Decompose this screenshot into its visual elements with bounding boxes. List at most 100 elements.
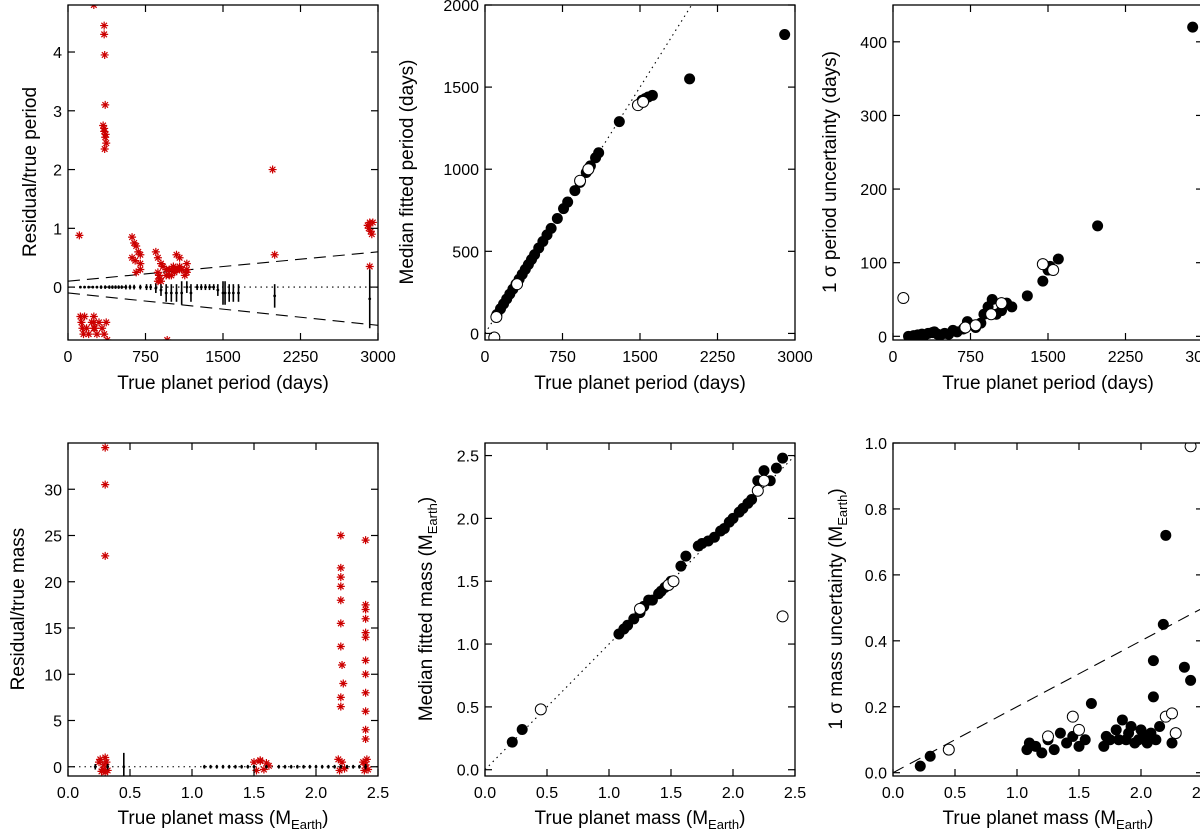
data-point: [87, 285, 91, 289]
y-axis-label-main: 1 σ mass uncertainty (M: [826, 526, 847, 730]
filled-point: [779, 29, 791, 41]
filled-point: [516, 724, 528, 736]
outlier-point: [95, 758, 103, 767]
data-point: [302, 765, 305, 769]
outlier-point: [131, 256, 140, 265]
outlier-point: [361, 536, 370, 545]
filled-point: [1185, 674, 1197, 686]
data-point: [204, 285, 207, 289]
data-point: [345, 765, 349, 769]
dashed-reference-line: [68, 292, 378, 326]
dashed-reference-line: [68, 251, 378, 282]
data-point: [138, 285, 142, 289]
open-point: [1073, 723, 1085, 736]
filled-point: [506, 736, 518, 748]
outlier-point: [78, 324, 87, 333]
outlier-point: [153, 253, 162, 262]
data-point: [327, 765, 330, 769]
panel-period-uncertainty: 0 750 1500 2250 3000 0 100 200 300 400 True plane…: [820, 4, 1200, 394]
outlier-point: [80, 312, 89, 321]
outlier-point: [259, 765, 268, 774]
filled-point: [1141, 737, 1153, 749]
y-tick-label: 0.8: [865, 502, 887, 519]
panel-median-fitted-period: 0 750 1500 2250 3000 0 500 1000 1500 2000 True pl…: [397, 0, 813, 394]
y-tick-label: 1000: [443, 162, 479, 179]
y-tick-label: 0.0: [457, 763, 479, 780]
outlier-point: [130, 239, 139, 248]
data-point: [364, 765, 367, 769]
y-tick-label: 1500: [443, 80, 479, 97]
filled-point: [1006, 301, 1018, 313]
filled-point: [758, 465, 770, 477]
filled-point: [777, 452, 789, 464]
x-tick-label: 2.5: [784, 785, 806, 802]
outlier-point: [340, 764, 349, 773]
outlier-point: [270, 250, 279, 259]
outlier-point: [100, 30, 109, 39]
x-tick-label: 1500: [622, 349, 658, 366]
open-point: [1042, 730, 1054, 743]
outlier-point: [151, 247, 160, 256]
x-axis-label-end: ): [739, 808, 745, 829]
y-axis-label: Residual/true period: [20, 87, 41, 257]
data-point: [195, 285, 199, 289]
y-tick-label: 10: [44, 667, 62, 684]
outlier-point: [82, 324, 91, 333]
filled-point: [569, 185, 581, 197]
y-tick-label: 25: [44, 529, 62, 546]
open-point: [969, 319, 982, 332]
filled-point: [1157, 618, 1169, 630]
outlier-point: [87, 318, 96, 327]
outlier-point: [338, 661, 347, 669]
y-tick-label: 0: [878, 329, 887, 346]
x-tick-label: 1.0: [1006, 785, 1028, 802]
outlier-point: [157, 259, 165, 268]
outlier-point: [98, 324, 107, 333]
outlier-point: [77, 318, 86, 327]
data-point: [145, 285, 148, 289]
outlier-point: [366, 227, 375, 236]
outlier-point: [101, 551, 110, 560]
outlier-point: [336, 582, 345, 591]
data-point: [103, 285, 107, 289]
filled-point: [1052, 253, 1064, 265]
outlier-point: [101, 443, 110, 452]
outlier-point: [136, 259, 145, 268]
outlier-point: [336, 693, 345, 702]
outlier-point: [84, 330, 93, 339]
y-tick-label: 300: [860, 108, 887, 125]
open-point: [1166, 707, 1178, 720]
y-tick-label: 200: [860, 182, 887, 199]
x-axis-label: True planet period (days): [117, 373, 329, 394]
filled-point: [1085, 697, 1097, 709]
x-tick-label: 750: [957, 349, 984, 366]
x-axis-label-sub: Earth: [291, 817, 322, 832]
plot-frame: [892, 442, 1200, 777]
outlier-point: [361, 628, 370, 637]
outlier-point: [365, 262, 374, 271]
data-point: [308, 765, 312, 769]
outlier-point: [172, 250, 181, 259]
outlier-point: [361, 605, 370, 614]
y-axis-label: Median fitted mass (MEarth): [416, 497, 440, 721]
outlier-point: [159, 262, 168, 271]
x-tick-label: 1.5: [243, 785, 265, 802]
plot-frame: [892, 4, 1200, 341]
data-point: [227, 765, 231, 769]
filled-point: [1160, 529, 1172, 541]
outlier-point: [361, 600, 370, 609]
outlier-point: [89, 312, 98, 321]
y-tick-label: 0.5: [457, 700, 479, 717]
data-point: [240, 765, 244, 769]
x-tick-label: 1.5: [660, 785, 682, 802]
outlier-point: [180, 271, 189, 280]
open-point: [634, 602, 646, 615]
y-tick-label: 0.0: [865, 766, 887, 783]
data-point: [79, 285, 82, 289]
outlier-point: [336, 619, 345, 628]
data-point: [320, 765, 324, 769]
outlier-point: [364, 765, 373, 774]
filled-point: [1147, 655, 1159, 667]
outlier-point: [79, 330, 88, 339]
data-point: [208, 285, 211, 289]
